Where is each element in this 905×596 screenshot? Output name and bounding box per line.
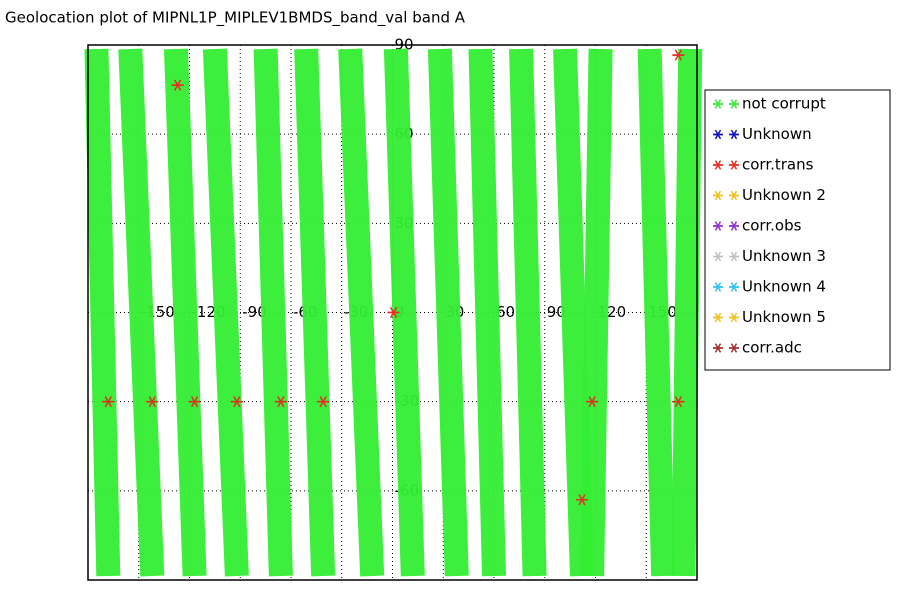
marker (171, 79, 184, 91)
marker (575, 494, 588, 506)
legend-symbol (713, 190, 723, 201)
legend-label: Unknown 2 (742, 186, 826, 204)
track (383, 48, 425, 577)
track (553, 48, 594, 577)
chart-title: Geolocation plot of MIPNL1P_MIPLEV1BMDS_… (5, 9, 466, 28)
track (580, 48, 613, 577)
legend-label: Unknown 5 (742, 308, 826, 326)
marker (188, 396, 201, 408)
legend-label: Unknown (742, 125, 812, 143)
legend-label: corr.obs (742, 217, 802, 235)
track (294, 48, 336, 577)
legend-symbol (713, 282, 723, 292)
legend-symbol (729, 160, 739, 170)
legend-label: not corrupt (742, 95, 826, 113)
track (509, 48, 547, 577)
map-frame (87, 44, 698, 581)
legend-symbol (729, 190, 739, 201)
marker (586, 396, 599, 408)
marker (672, 49, 685, 61)
legend-symbol (713, 343, 723, 353)
marker (102, 396, 115, 408)
track (637, 48, 676, 577)
legend-symbol (729, 282, 739, 292)
marker (146, 396, 159, 408)
legend-symbol (729, 251, 739, 262)
marker (274, 396, 287, 408)
track (202, 48, 249, 577)
track (118, 48, 165, 577)
legend-symbol (729, 343, 739, 353)
legend-symbol (713, 129, 723, 140)
legend-label: corr.adc (742, 339, 802, 357)
marker (230, 396, 243, 408)
legend-symbol (713, 312, 723, 323)
legend-label: corr.trans (742, 156, 814, 174)
legend-symbol (713, 99, 723, 109)
track (253, 48, 293, 577)
lon-label: 60 (496, 303, 515, 321)
legend-label: Unknown 4 (742, 278, 826, 296)
marker (387, 306, 400, 319)
track (671, 48, 703, 577)
track (163, 48, 207, 577)
legend-label: Unknown 3 (742, 247, 826, 265)
legend-symbol (713, 160, 723, 170)
marker (672, 396, 685, 408)
legend-symbol (729, 99, 739, 109)
track (84, 48, 121, 577)
legend-symbol (713, 251, 723, 262)
track (468, 48, 506, 577)
track (427, 48, 469, 577)
legend-symbol (713, 221, 723, 231)
legend-symbol (729, 221, 739, 231)
lon-label: -90 (242, 303, 267, 321)
marker (317, 396, 330, 408)
legend-symbol (729, 312, 739, 323)
track (338, 48, 385, 577)
legend-symbol (729, 129, 739, 140)
